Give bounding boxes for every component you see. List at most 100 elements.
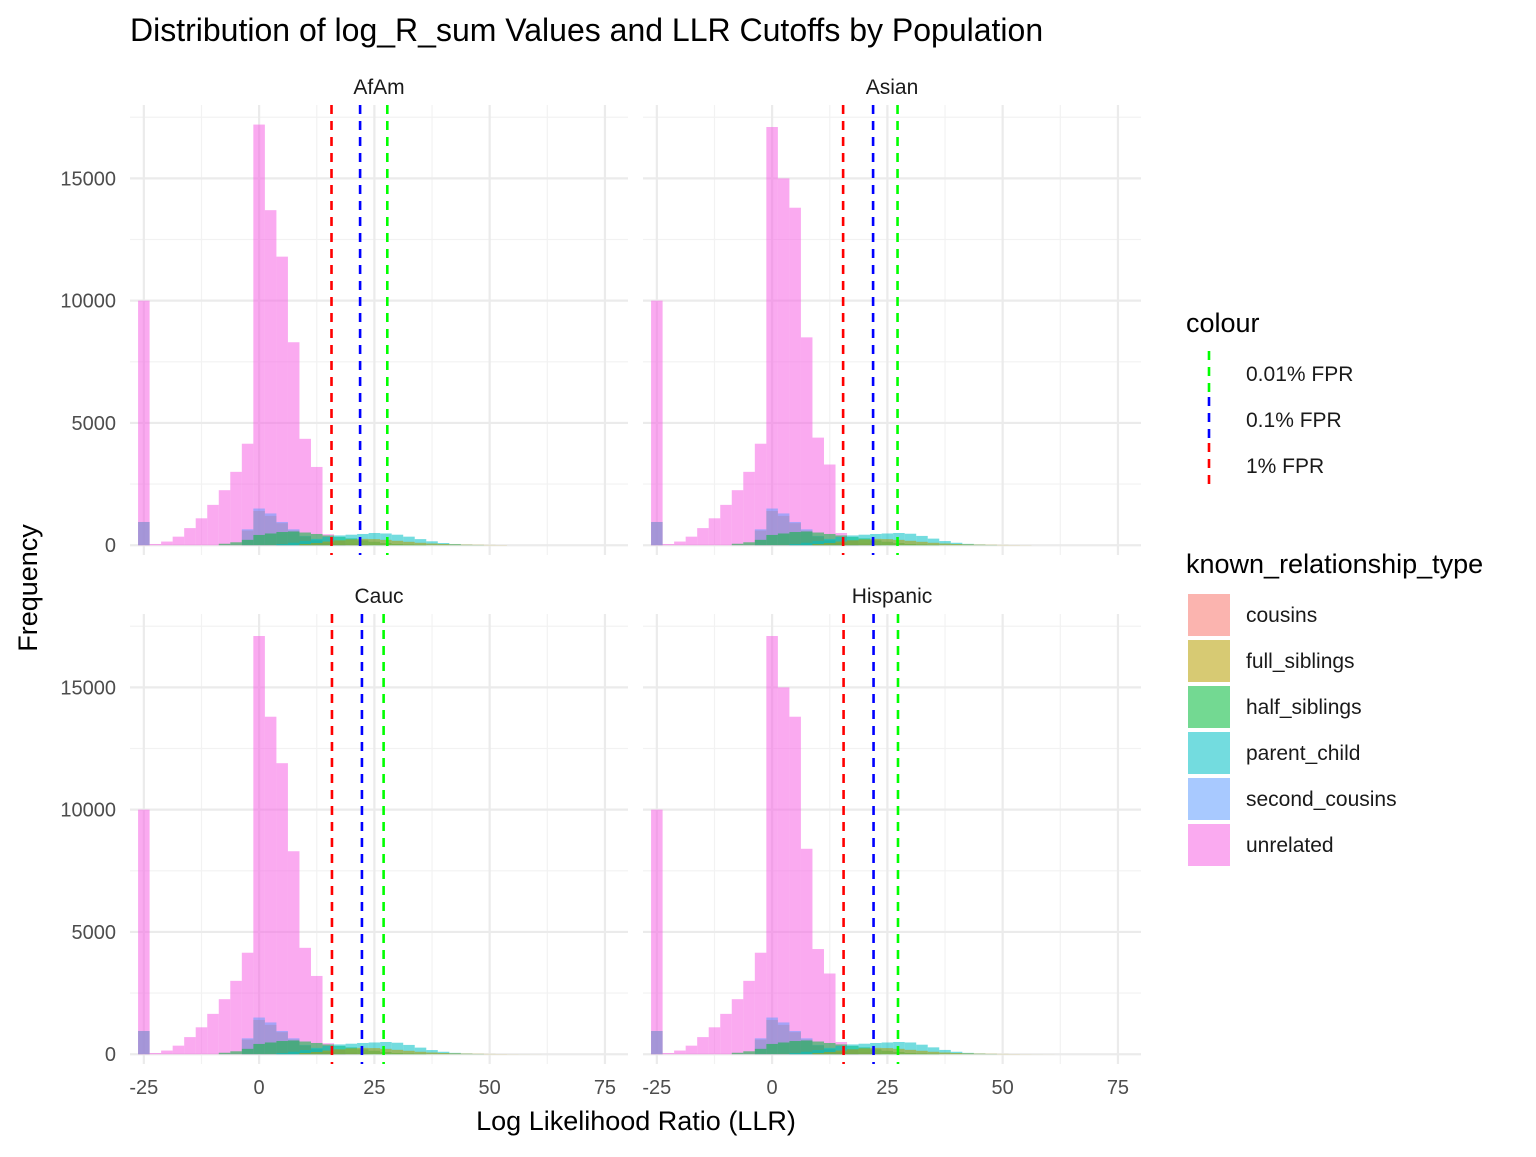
histogram-bar <box>778 1042 790 1054</box>
histogram-bar <box>230 981 242 1054</box>
fill-legend-key <box>1188 824 1230 866</box>
histogram-bar <box>242 1049 254 1054</box>
x-tick-label: 75 <box>594 1077 616 1099</box>
histogram-bar <box>651 810 663 1055</box>
histogram-bar <box>836 542 848 546</box>
histogram-bar <box>812 949 824 1054</box>
histogram-bar <box>905 541 917 545</box>
histogram-bar <box>138 1031 150 1054</box>
histogram-bar <box>461 545 473 546</box>
histogram-bar <box>755 540 767 545</box>
histogram-bar <box>766 1044 778 1054</box>
histogram-bar <box>778 533 790 545</box>
histogram-bar <box>161 542 173 546</box>
histogram-bar <box>265 717 277 1055</box>
histogram-bar <box>663 1053 675 1054</box>
histogram-bar <box>824 974 836 1055</box>
histogram-bar <box>732 544 744 545</box>
x-tick-label: 0 <box>767 1077 778 1099</box>
colour-legend-title: colour <box>1186 308 1260 338</box>
histogram-bar <box>766 636 778 1054</box>
histogram-bar <box>812 1053 824 1054</box>
histogram-bar <box>311 543 323 545</box>
fill-legend-label: parent_child <box>1246 742 1360 765</box>
panel-strip-label: Cauc <box>354 585 403 608</box>
histogram-bar <box>651 301 663 546</box>
histogram-bar <box>778 687 790 1054</box>
histogram-bar <box>265 1042 277 1054</box>
histogram-bar <box>415 543 427 545</box>
histogram-bar <box>766 535 778 545</box>
histogram-bar <box>449 1053 461 1054</box>
histogram-bar <box>230 1051 242 1054</box>
y-tick-label: 10000 <box>60 291 116 313</box>
panel-strip-label: AfAm <box>353 76 404 99</box>
x-tick-label: 75 <box>1107 1077 1129 1099</box>
histogram-bar <box>311 467 323 545</box>
histogram-bar <box>276 1041 288 1054</box>
histogram-bar <box>663 544 675 545</box>
histogram-bar <box>426 544 438 546</box>
fill-legend-key <box>1188 778 1230 820</box>
y-tick-label: 15000 <box>60 168 116 190</box>
histogram-bar <box>720 505 732 545</box>
histogram-bar <box>253 535 265 545</box>
y-tick-label: 15000 <box>60 677 116 699</box>
fill-legend-key <box>1188 686 1230 728</box>
histogram-bar <box>720 1014 732 1054</box>
histogram-bar <box>743 472 755 545</box>
histogram-bar <box>253 1044 265 1054</box>
histogram-bar <box>299 948 311 1054</box>
histogram-bar <box>150 1053 162 1054</box>
histogram-bar <box>789 717 801 1055</box>
histogram-bar <box>276 257 288 546</box>
histogram-bar <box>962 1053 974 1054</box>
histogram-bar <box>859 539 871 545</box>
histogram-bar <box>939 544 951 546</box>
histogram-bar <box>138 810 150 1055</box>
histogram-bar <box>801 1052 813 1054</box>
histogram-bar <box>732 1053 744 1054</box>
histogram-bar <box>847 1049 859 1054</box>
histogram-bar <box>801 337 813 545</box>
fill-legend-label: cousins <box>1246 604 1317 627</box>
histogram-bar <box>974 1054 986 1055</box>
histogram-bar <box>824 543 836 545</box>
x-tick-label: -25 <box>129 1077 158 1099</box>
histogram-bar <box>755 1049 767 1054</box>
histogram-bar <box>697 528 709 545</box>
histogram-bar <box>184 528 196 545</box>
histogram-bar <box>438 544 450 545</box>
histogram-bar <box>709 1027 721 1054</box>
chart-title: Distribution of log_R_sum Values and LLR… <box>130 12 1043 48</box>
colour-legend-label: 0.1% FPR <box>1246 409 1342 432</box>
histogram-bar <box>276 1053 288 1054</box>
histogram-bar <box>651 522 663 545</box>
y-tick-label: 0 <box>105 1044 116 1066</box>
histogram-bar <box>173 1046 185 1055</box>
histogram-bar <box>138 522 150 545</box>
fill-legend-title: known_relationship_type <box>1186 549 1483 579</box>
panel-strip-label: Asian <box>866 76 919 99</box>
colour-legend-label: 0.01% FPR <box>1246 363 1353 386</box>
histogram-bar <box>743 1051 755 1054</box>
histogram-bar <box>743 981 755 1054</box>
x-tick-label: 25 <box>876 1077 898 1099</box>
histogram-bar <box>859 1048 871 1054</box>
x-tick-label: 50 <box>479 1077 501 1099</box>
histogram-bar <box>916 1051 928 1054</box>
panel-strip-label: Hispanic <box>852 585 933 608</box>
histogram-bar <box>974 545 986 546</box>
histogram-bar <box>230 542 242 545</box>
y-tick-label: 0 <box>105 535 116 557</box>
histogram-bar <box>219 544 231 545</box>
histogram-bar <box>766 127 778 545</box>
histogram-bar <box>288 342 300 545</box>
histogram-bar <box>276 763 288 1054</box>
histogram-bar <box>369 1048 381 1054</box>
histogram-bar <box>253 125 265 546</box>
histogram-bar <box>207 505 219 545</box>
fill-legend-key <box>1188 594 1230 636</box>
